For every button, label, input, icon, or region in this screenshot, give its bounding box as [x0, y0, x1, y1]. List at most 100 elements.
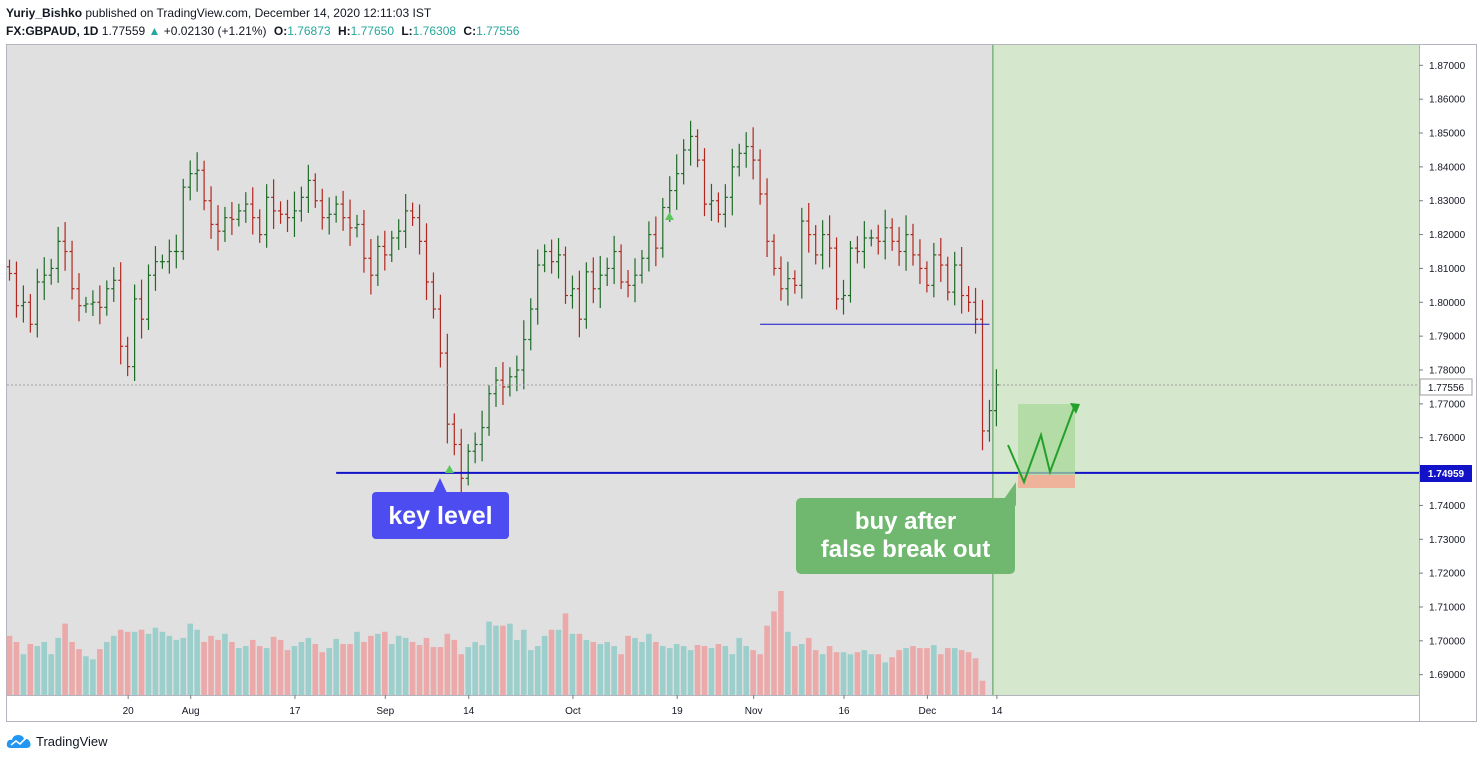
volume-bar — [368, 635, 374, 695]
price-tick-label: 1.72000 — [1429, 569, 1466, 580]
time-tick-label: Oct — [565, 706, 581, 717]
ohlc-bar — [827, 215, 833, 268]
volume-bar — [778, 590, 784, 695]
volume-bar — [395, 635, 402, 695]
time-tick-label: Dec — [919, 706, 937, 717]
published-info: published on TradingView.com, December 1… — [85, 6, 432, 20]
ohlc-bar — [152, 246, 158, 291]
volume-bar — [20, 654, 27, 695]
ohlc-bar — [931, 242, 937, 298]
volume-bar — [666, 648, 673, 695]
ohlc-bar — [312, 173, 318, 208]
volume-bar — [840, 652, 847, 695]
price-axis[interactable]: 1.87000 1.86000 1.85000 1.84000 1.83000 1.820… — [1419, 61, 1466, 681]
volume-bar — [910, 646, 916, 695]
volume-bar — [625, 635, 631, 695]
chart-frame — [6, 44, 1477, 722]
ohlc-bar — [222, 206, 228, 242]
tradingview-cloud-icon[interactable] — [6, 733, 32, 749]
ohlc-bar — [743, 132, 749, 168]
volume-bar — [76, 649, 82, 695]
price-tick-label: 1.84000 — [1429, 162, 1466, 173]
ohlc-bar — [715, 192, 721, 223]
volume-bar — [145, 633, 152, 695]
volume-bar — [736, 637, 743, 695]
time-tick-label: 14 — [463, 706, 475, 717]
ohlc-bar — [403, 194, 409, 249]
price-change: +0.02130 (+1.21%) — [163, 24, 267, 38]
ohlc-bar — [215, 205, 221, 251]
key-level-price-box — [1420, 465, 1472, 482]
time-tick-label: Sep — [376, 706, 394, 717]
author-name[interactable]: Yuriy_Bishko — [6, 6, 83, 20]
volume-bar — [208, 635, 214, 695]
ohlc-bar — [583, 262, 589, 329]
volume-bar — [493, 625, 499, 695]
volume-bar — [548, 629, 555, 695]
volume-bar — [416, 645, 423, 695]
ohlc-bar — [166, 239, 172, 274]
ohlc-bar — [69, 240, 75, 300]
ohlc-bar — [625, 269, 631, 298]
ohlc-bar — [389, 230, 395, 263]
volume-bar — [569, 633, 576, 695]
volume-bar — [347, 644, 353, 695]
ohlc-bar — [146, 264, 151, 330]
last-price: 1.77559 — [101, 24, 146, 38]
volume-bar — [590, 641, 597, 695]
ohlc-bar — [618, 244, 624, 290]
volume-bar — [166, 635, 173, 695]
volume-bar — [715, 644, 722, 695]
ohlc-bar — [903, 215, 909, 271]
ohlc-bar — [201, 160, 207, 211]
volume-bar — [514, 639, 520, 695]
volume-bar — [277, 639, 284, 695]
price-tick-label: 1.77000 — [1429, 399, 1466, 410]
volume-bar — [979, 680, 986, 695]
callout-box — [372, 492, 509, 539]
volume-bar — [750, 650, 756, 695]
ohlc-bar — [326, 197, 332, 235]
volume-bar — [826, 646, 833, 695]
time-axis[interactable]: 20 Aug 17 Sep 14 Oct 19 Nov 16 Dec 14 — [123, 695, 1003, 717]
volume-bar — [729, 654, 736, 695]
volume-bar — [653, 641, 659, 695]
ohlc-bar — [229, 202, 235, 235]
tradingview-brand[interactable]: TradingView — [36, 733, 108, 749]
ohlc-bar — [528, 298, 534, 351]
volume-bar — [437, 647, 444, 695]
ohlc-bar — [472, 432, 478, 464]
ohlc-bar — [430, 272, 436, 319]
volume-bar — [430, 647, 437, 695]
volume-bar — [771, 611, 777, 695]
ohlc-bar — [125, 336, 131, 377]
price-tick-label: 1.87000 — [1429, 61, 1466, 72]
ohlc-bar — [424, 223, 429, 301]
price-tick-label: 1.70000 — [1429, 636, 1466, 647]
volume-bar — [882, 662, 888, 695]
ohlc-bar — [507, 367, 513, 397]
ohlc-bar — [118, 262, 124, 365]
volume-bar — [319, 652, 326, 695]
ohlc-bar — [688, 120, 694, 166]
volume-bar — [124, 631, 131, 695]
ohlc-bar — [868, 229, 874, 247]
ohlc-bar — [841, 279, 846, 315]
ohlc-bar — [973, 287, 979, 334]
ohlc-bar — [291, 191, 297, 237]
ohlc-bar — [785, 261, 791, 306]
volume-bar — [694, 645, 701, 695]
volume-bar — [576, 633, 583, 695]
ohlc-bar — [632, 258, 638, 303]
ohlc-bar — [889, 218, 895, 251]
ohlc-bar — [104, 280, 110, 316]
ohlc-bar — [646, 221, 652, 272]
buy-label-line1: buy after — [855, 508, 956, 535]
volume-bar — [41, 641, 48, 695]
ohlc-bar — [34, 268, 40, 338]
volume-bar — [632, 637, 638, 695]
open-value: 1.76873 — [287, 24, 331, 38]
ohlc-bar — [333, 195, 339, 223]
volume-bar — [382, 631, 388, 695]
